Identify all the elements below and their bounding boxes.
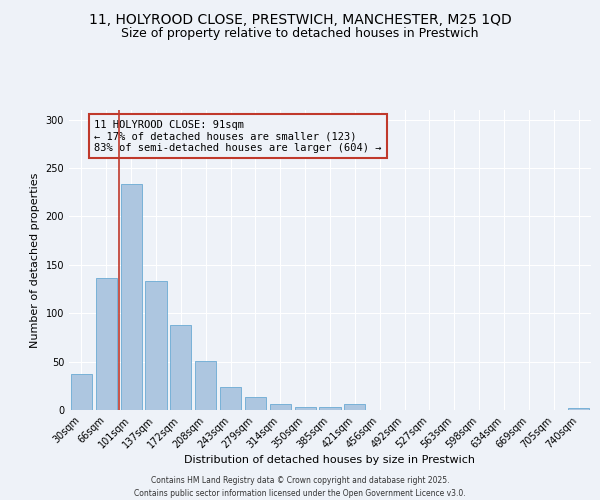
Y-axis label: Number of detached properties: Number of detached properties	[30, 172, 40, 348]
Bar	[145, 282, 167, 410]
Bar	[195, 360, 216, 410]
Bar	[270, 404, 291, 410]
Bar	[170, 325, 191, 410]
Text: 11, HOLYROOD CLOSE, PRESTWICH, MANCHESTER, M25 1QD: 11, HOLYROOD CLOSE, PRESTWICH, MANCHESTE…	[89, 12, 511, 26]
Bar	[319, 407, 341, 410]
Bar	[220, 387, 241, 410]
Bar	[121, 184, 142, 410]
Bar	[71, 374, 92, 410]
Bar	[344, 404, 365, 410]
Text: Size of property relative to detached houses in Prestwich: Size of property relative to detached ho…	[121, 28, 479, 40]
Bar	[245, 398, 266, 410]
Bar	[96, 278, 117, 410]
Text: Contains HM Land Registry data © Crown copyright and database right 2025.
Contai: Contains HM Land Registry data © Crown c…	[134, 476, 466, 498]
Bar	[568, 408, 589, 410]
Bar	[295, 407, 316, 410]
Text: 11 HOLYROOD CLOSE: 91sqm
← 17% of detached houses are smaller (123)
83% of semi-: 11 HOLYROOD CLOSE: 91sqm ← 17% of detach…	[94, 120, 382, 153]
X-axis label: Distribution of detached houses by size in Prestwich: Distribution of detached houses by size …	[185, 456, 476, 466]
